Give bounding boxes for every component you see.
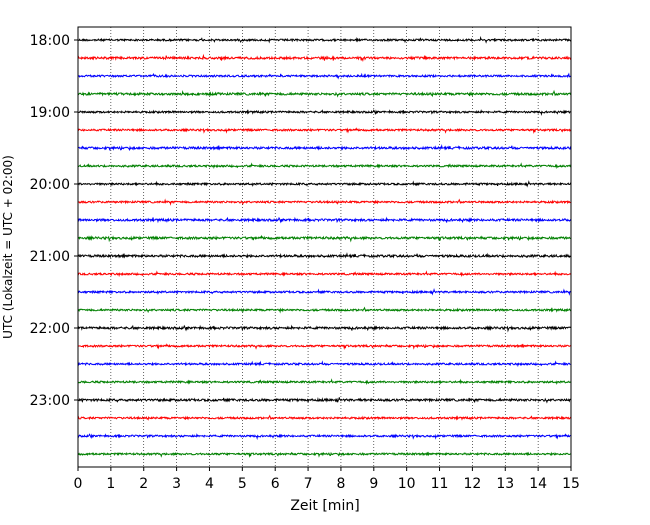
x-tick-label: 15 bbox=[562, 476, 580, 492]
trace-1830 bbox=[77, 72, 572, 80]
x-tick-label: 1 bbox=[106, 476, 115, 492]
trace-2230 bbox=[77, 360, 572, 368]
x-ticks: 0 1 2 3 4 5 6 7 8 9 10 11 12 13 14 15 bbox=[74, 467, 580, 492]
y-tick-label: 20:00 bbox=[30, 177, 70, 193]
trace-2245 bbox=[77, 378, 572, 386]
x-tick-label: 0 bbox=[74, 476, 83, 492]
x-tick-label: 8 bbox=[336, 476, 345, 492]
trace-1845 bbox=[77, 89, 572, 98]
x-tick-label: 7 bbox=[304, 476, 313, 492]
x-tick-label: 3 bbox=[172, 476, 181, 492]
trace-2345 bbox=[77, 451, 572, 458]
x-tick-label: 11 bbox=[431, 476, 449, 492]
y-tick-label: 19:00 bbox=[30, 105, 70, 121]
trace-2015 bbox=[77, 198, 572, 206]
trace-2215 bbox=[77, 343, 572, 350]
y-tick-label: 22:00 bbox=[30, 321, 70, 337]
y-axis-label: UTC (Lokalzeit = UTC + 02:00) bbox=[1, 155, 15, 339]
trace-layer bbox=[77, 35, 572, 458]
trace-1800 bbox=[77, 35, 572, 44]
trace-2030 bbox=[77, 216, 572, 224]
y-tick-label: 18:00 bbox=[30, 33, 70, 49]
trace-1945 bbox=[77, 162, 572, 170]
y-ticks: 18:00 19:00 20:00 21:00 22:00 23:00 bbox=[30, 33, 78, 409]
trace-2145 bbox=[77, 306, 572, 314]
trace-1900 bbox=[77, 109, 572, 117]
trace-2115 bbox=[77, 270, 572, 278]
trace-1915 bbox=[77, 127, 572, 134]
x-tick-label: 12 bbox=[463, 476, 481, 492]
trace-2045 bbox=[77, 234, 572, 243]
trace-2300 bbox=[77, 397, 572, 404]
x-tick-label: 4 bbox=[205, 476, 214, 492]
trace-2100 bbox=[77, 252, 572, 259]
trace-1815 bbox=[77, 53, 572, 62]
trace-2315 bbox=[77, 414, 572, 421]
x-tick-label: 6 bbox=[271, 476, 280, 492]
x-tick-label: 10 bbox=[398, 476, 416, 492]
trace-2000 bbox=[77, 180, 572, 188]
trace-2130 bbox=[77, 288, 572, 296]
trace-2200 bbox=[77, 324, 572, 333]
x-tick-label: 9 bbox=[369, 476, 378, 492]
x-tick-label: 5 bbox=[238, 476, 247, 492]
x-tick-label: 14 bbox=[529, 476, 547, 492]
trace-1930 bbox=[77, 144, 572, 152]
x-tick-label: 13 bbox=[496, 476, 514, 492]
trace-2330 bbox=[77, 433, 572, 441]
y-tick-label: 21:00 bbox=[30, 249, 70, 265]
x-axis-label: Zeit [min] bbox=[290, 498, 359, 514]
plot-frame bbox=[77, 26, 572, 468]
x-tick-label: 2 bbox=[139, 476, 148, 492]
y-tick-label: 23:00 bbox=[30, 393, 70, 409]
grid-layer bbox=[110, 27, 539, 467]
